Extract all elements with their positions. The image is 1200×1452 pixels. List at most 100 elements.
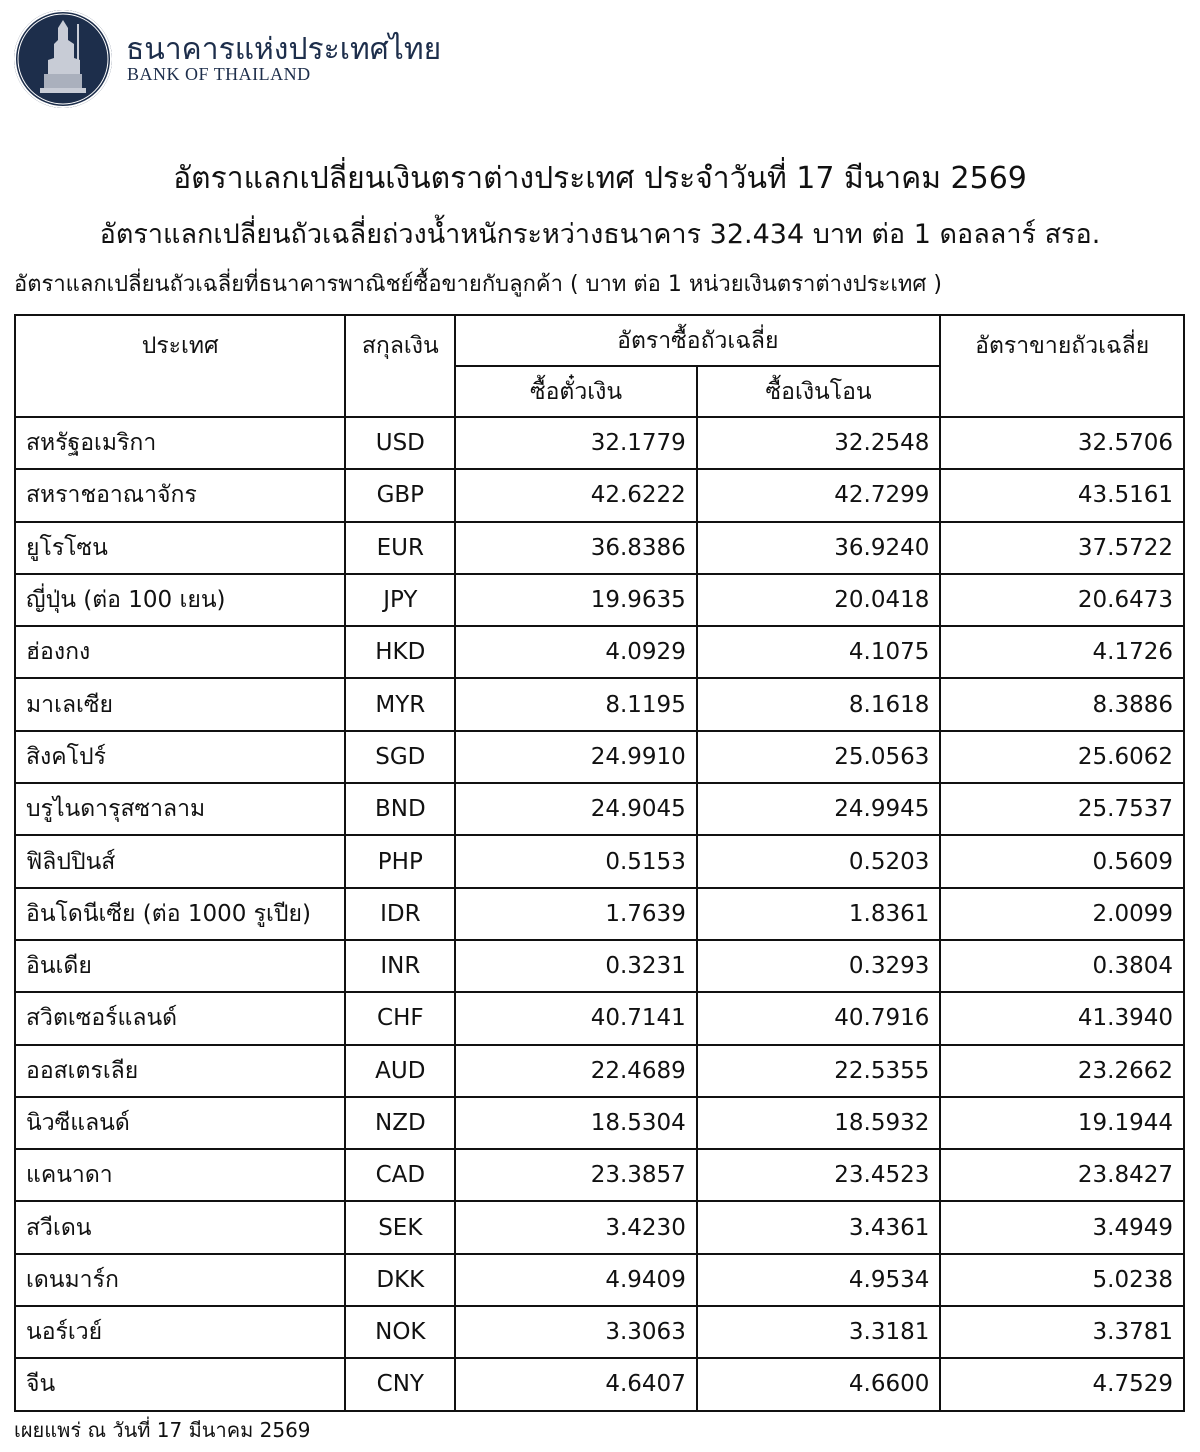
emblem-icon — [17, 13, 109, 105]
buying-transfer-cell: 4.1075 — [695, 625, 942, 680]
bank-name-english: BANK OF THAILAND — [127, 64, 311, 84]
country-cell: อินโดนีเซีย (ต่อ 1000 รูเปีย) — [13, 886, 347, 941]
selling-cell: 0.3804 — [939, 938, 1185, 994]
country-cell: แคนาดา — [13, 1148, 347, 1203]
currency-cell: MYR — [344, 677, 457, 732]
country-cell: นอร์เวย์ — [13, 1305, 347, 1360]
country-cell: สหรัฐอเมริกา — [13, 415, 347, 471]
header-selling: อัตราขายถัวเฉลี่ย — [939, 314, 1185, 418]
buying-sight-cell: 8.1195 — [454, 677, 698, 732]
currency-cell: SEK — [344, 1200, 457, 1255]
selling-cell: 4.7529 — [939, 1357, 1185, 1412]
selling-cell: 19.1944 — [939, 1095, 1185, 1151]
currency-cell: NZD — [344, 1095, 457, 1151]
header-buying: อัตราซื้อถัวเฉลี่ย — [454, 314, 942, 367]
currency-cell: AUD — [344, 1043, 457, 1098]
table-row: สหรัฐอเมริกา USD 32.1779 32.2548 32.5706 — [13, 415, 1185, 471]
selling-cell: 0.5609 — [939, 834, 1185, 889]
buying-sight-cell: 18.5304 — [454, 1095, 698, 1151]
country-cell: อินเดีย — [13, 938, 347, 994]
buying-transfer-cell: 36.9240 — [695, 520, 942, 575]
buying-sight-cell: 4.9409 — [454, 1252, 698, 1308]
table-row: สิงคโปร์ SGD 24.9910 25.0563 25.6062 — [13, 729, 1185, 785]
buying-sight-cell: 32.1779 — [454, 415, 698, 471]
buying-transfer-cell: 20.0418 — [695, 572, 942, 628]
selling-cell: 3.3781 — [939, 1305, 1185, 1360]
table-row: นอร์เวย์ NOK 3.3063 3.3181 3.3781 — [13, 1305, 1185, 1360]
table-row: สวิตเซอร์แลนด์ CHF 40.7141 40.7916 41.3940 — [13, 991, 1185, 1046]
currency-cell: JPY — [344, 572, 457, 628]
country-cell: เดนมาร์ก — [13, 1252, 347, 1308]
buying-sight-cell: 4.0929 — [454, 625, 698, 680]
buying-sight-cell: 24.9045 — [454, 782, 698, 837]
table-row: อินเดีย INR 0.3231 0.3293 0.3804 — [13, 938, 1185, 994]
header-country: ประเทศ — [13, 314, 347, 418]
table-row: ยูโรโซน EUR 36.8386 36.9240 37.5722 — [13, 520, 1185, 575]
currency-cell: PHP — [344, 834, 457, 889]
buying-sight-cell: 36.8386 — [454, 520, 698, 575]
table-row: มาเลเซีย MYR 8.1195 8.1618 8.3886 — [13, 677, 1185, 732]
buying-transfer-cell: 3.3181 — [695, 1305, 942, 1360]
table-row: บรูไนดารุสซาลาม BND 24.9045 24.9945 25.7537 — [13, 782, 1185, 837]
country-cell: บรูไนดารุสซาลาม — [13, 782, 347, 837]
currency-cell: CNY — [344, 1357, 457, 1412]
buying-transfer-cell: 40.7916 — [695, 991, 942, 1046]
buying-sight-cell: 4.6407 — [454, 1357, 698, 1412]
currency-cell: EUR — [344, 520, 457, 575]
bank-name-thai: ธนาคารแห่งประเทศไทย — [126, 32, 442, 67]
buying-sight-cell: 40.7141 — [454, 991, 698, 1046]
country-cell: ฮ่องกง — [13, 625, 347, 680]
buying-transfer-cell: 24.9945 — [695, 782, 942, 837]
buying-transfer-cell: 18.5932 — [695, 1095, 942, 1151]
selling-cell: 3.4949 — [939, 1200, 1185, 1255]
table-row: สหราชอาณาจักร GBP 42.6222 42.7299 43.5161 — [13, 468, 1185, 523]
selling-cell: 43.5161 — [939, 468, 1185, 523]
currency-cell: CAD — [344, 1148, 457, 1203]
header-buying-transfer: ซื้อเงินโอน — [695, 365, 942, 418]
buying-transfer-cell: 0.5203 — [695, 834, 942, 889]
header-currency: สกุลเงิน — [344, 314, 457, 418]
country-cell: ญี่ปุ่น (ต่อ 100 เยน) — [13, 572, 347, 628]
buying-sight-cell: 23.3857 — [454, 1148, 698, 1203]
selling-cell: 2.0099 — [939, 886, 1185, 941]
country-cell: จีน — [13, 1357, 347, 1412]
buying-transfer-cell: 25.0563 — [695, 729, 942, 785]
selling-cell: 23.2662 — [939, 1043, 1185, 1098]
buying-sight-cell: 3.3063 — [454, 1305, 698, 1360]
selling-cell: 37.5722 — [939, 520, 1185, 575]
selling-cell: 23.8427 — [939, 1148, 1185, 1203]
buying-transfer-cell: 22.5355 — [695, 1043, 942, 1098]
buying-transfer-cell: 23.4523 — [695, 1148, 942, 1203]
buying-sight-cell: 22.4689 — [454, 1043, 698, 1098]
table-row: ฮ่องกง HKD 4.0929 4.1075 4.1726 — [13, 625, 1185, 680]
buying-transfer-cell: 32.2548 — [695, 415, 942, 471]
table-row: นิวซีแลนด์ NZD 18.5304 18.5932 19.1944 — [13, 1095, 1185, 1151]
currency-cell: SGD — [344, 729, 457, 785]
currency-cell: IDR — [344, 886, 457, 941]
buying-sight-cell: 0.3231 — [454, 938, 698, 994]
page-title: อัตราแลกเปลี่ยนเงินตราต่างประเทศ ประจำวั… — [173, 161, 1027, 196]
header-buying-sight: ซื้อตั๋วเงิน — [454, 365, 698, 418]
bank-of-thailand-logo — [14, 10, 112, 108]
selling-cell: 20.6473 — [939, 572, 1185, 628]
table-row: แคนาดา CAD 23.3857 23.4523 23.8427 — [13, 1148, 1185, 1203]
currency-cell: HKD — [344, 625, 457, 680]
currency-cell: BND — [344, 782, 457, 837]
currency-cell: DKK — [344, 1252, 457, 1308]
table-row: สวีเดน SEK 3.4230 3.4361 3.4949 — [13, 1200, 1185, 1255]
currency-cell: CHF — [344, 991, 457, 1046]
country-cell: สวีเดน — [13, 1200, 347, 1255]
table-row: ญี่ปุ่น (ต่อ 100 เยน) JPY 19.9635 20.0418 20… — [13, 572, 1185, 628]
selling-cell: 25.7537 — [939, 782, 1185, 837]
unit-description: อัตราแลกเปลี่ยนถัวเฉลี่ยที่ธนาคารพาณิชย์… — [14, 272, 942, 297]
buying-sight-cell: 0.5153 — [454, 834, 698, 889]
buying-sight-cell: 42.6222 — [454, 468, 698, 523]
buying-sight-cell: 19.9635 — [454, 572, 698, 628]
selling-cell: 4.1726 — [939, 625, 1185, 680]
buying-transfer-cell: 1.8361 — [695, 886, 942, 941]
table-row: อินโดนีเซีย (ต่อ 1000 รูเปีย) IDR 1.7639 1.… — [13, 886, 1185, 941]
country-cell: นิวซีแลนด์ — [13, 1095, 347, 1151]
currency-cell: GBP — [344, 468, 457, 523]
buying-sight-cell: 24.9910 — [454, 729, 698, 785]
selling-cell: 5.0238 — [939, 1252, 1185, 1308]
